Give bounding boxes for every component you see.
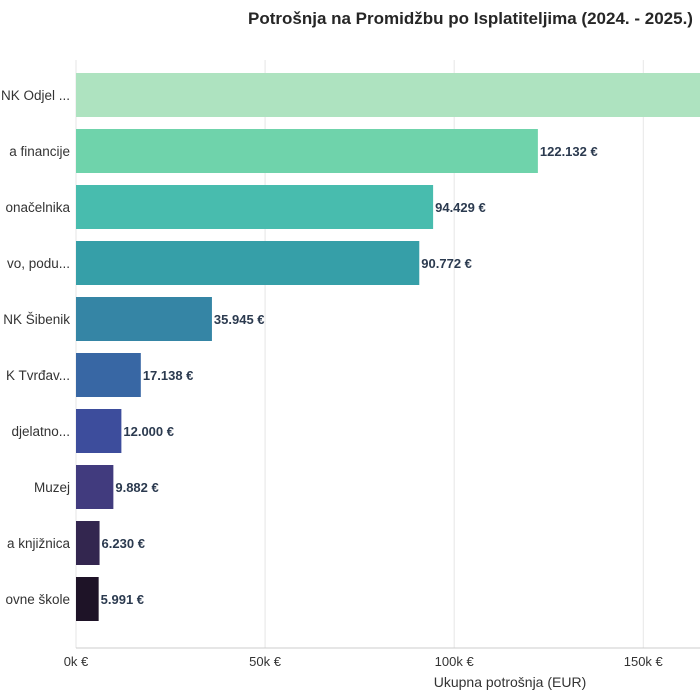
bar [76,73,700,117]
category-label: a knjižnica [7,536,71,551]
bar [76,185,434,229]
bar [76,409,122,453]
value-label: 6.230 € [102,536,145,551]
value-label: 90.772 € [421,256,472,271]
category-label: NK Šibenik [3,312,70,327]
value-label: 12.000 € [123,424,174,439]
x-tick-label: 0k € [64,654,89,669]
value-labels: 122.132 € 94.429 € 90.772 € 35.945 € 17.138 … [101,144,598,607]
bar [76,521,100,565]
category-label: onačelnika [5,200,70,215]
bar [76,465,114,509]
category-label: a financije [9,144,70,159]
bars-group [76,73,700,621]
bar [76,353,141,397]
x-tick-label: 150k € [624,654,664,669]
bar [76,129,538,173]
chart-title: Potrošnja na Promidžbu po Isplatiteljima… [248,9,693,28]
x-tick-label: 100k € [435,654,475,669]
bar [76,297,212,341]
category-label: vo, podu... [7,256,70,271]
value-label: 5.991 € [101,592,144,607]
category-label: ovne škole [5,592,70,607]
value-label: 122.132 € [540,144,598,159]
value-label: 17.138 € [143,368,194,383]
value-label: 94.429 € [435,200,486,215]
x-axis-label: Ukupna potrošnja (EUR) [434,674,587,690]
value-label: 35.945 € [214,312,265,327]
category-label: K Tvrđav... [6,368,70,383]
x-tick-labels: 0k € 50k € 100k € 150k € [64,654,664,669]
value-label: 9.882 € [115,480,158,495]
bar [76,577,99,621]
category-labels: NK Odjel ... a financije onačelnika vo, pod… [1,88,71,607]
category-label: djelatno... [11,424,70,439]
x-tick-label: 50k € [249,654,282,669]
category-label: NK Odjel ... [1,88,70,103]
category-label: Muzej [34,480,70,495]
bar [76,241,420,285]
